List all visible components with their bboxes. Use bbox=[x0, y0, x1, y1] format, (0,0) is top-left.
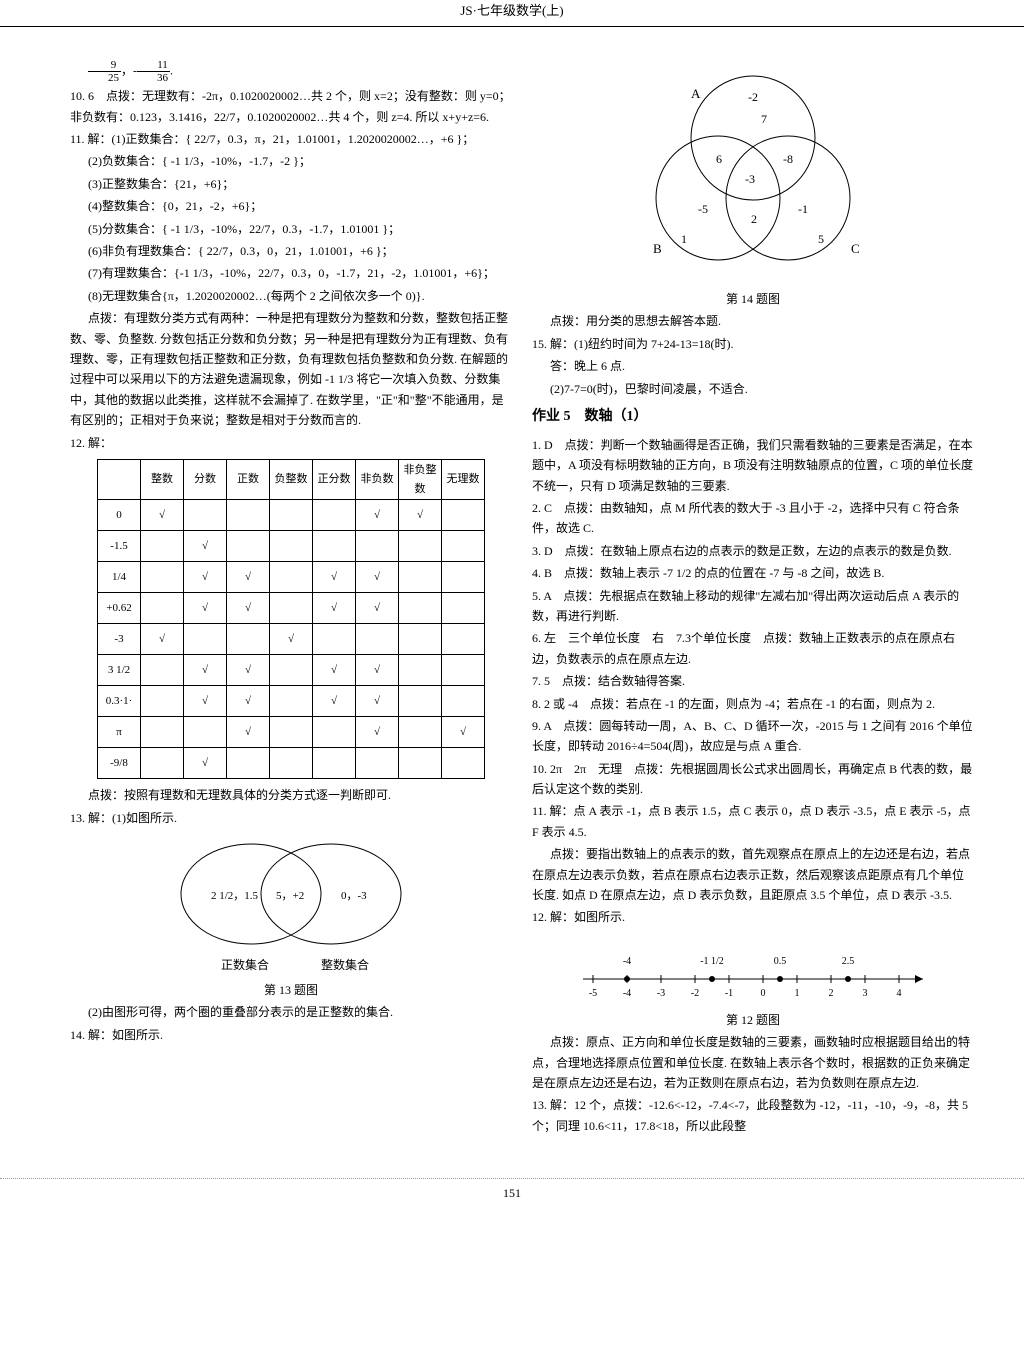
numline-caption: 第 12 题图 bbox=[532, 1010, 974, 1030]
svg-text:-1 1/2: -1 1/2 bbox=[700, 956, 724, 967]
svg-text:-3: -3 bbox=[657, 988, 665, 999]
svg-text:2 1/2，1.5: 2 1/2，1.5 bbox=[211, 890, 259, 902]
svg-text:7: 7 bbox=[761, 112, 767, 126]
svg-text:4: 4 bbox=[897, 988, 902, 999]
svg-text:1: 1 bbox=[795, 988, 800, 999]
q12: 12. 解：如图所示. bbox=[532, 907, 974, 927]
q11b: 点拨：要指出数轴上的点表示的数，首先观察点在原点上的左边还是右边，若点在原点左边… bbox=[532, 844, 974, 905]
answer-11f: (6)非负有理数集合：{ 22/7，0.3，0，21，1.01001，+6 }； bbox=[70, 241, 512, 261]
answer-14: 14. 解：如图所示. bbox=[70, 1025, 512, 1045]
answer-9: 925，-1136. bbox=[70, 59, 512, 84]
q7: 7. 5 点拨：结合数轴得答案. bbox=[532, 671, 974, 691]
q11: 11. 解：点 A 表示 -1，点 B 表示 1.5，点 C 表示 0，点 D … bbox=[532, 801, 974, 842]
q8: 8. 2 或 -4 点拨：若点在 -1 的左面，则点为 -4；若点在 -1 的右… bbox=[532, 694, 974, 714]
answer-11d: (4)整数集合：{0，21，-2，+6}； bbox=[70, 196, 512, 216]
svg-text:-2: -2 bbox=[748, 90, 758, 104]
answer-12: 12. 解： bbox=[70, 433, 512, 453]
svg-text:-4: -4 bbox=[623, 988, 631, 999]
svg-text:6: 6 bbox=[716, 152, 722, 166]
svg-text:2: 2 bbox=[829, 988, 834, 999]
q2: 2. C 点拨：由数轴知，点 M 所代表的数大于 -3 且小于 -2，选择中只有… bbox=[532, 498, 974, 539]
svg-text:C: C bbox=[851, 241, 860, 256]
left-column: 925，-1136. 10. 6 点拨：无理数有：-2π，0.102002000… bbox=[60, 57, 522, 1138]
svg-text:-1: -1 bbox=[725, 988, 733, 999]
answer-11a: 11. 解：(1)正数集合：{ 22/7，0.3，π，21，1.01001，1.… bbox=[70, 129, 512, 149]
svg-text:2.5: 2.5 bbox=[842, 956, 855, 967]
number-line: -5 -4 -3 -2 -1 0 1 2 3 4 -4 -1 1/2 0.5 2.5 bbox=[563, 934, 943, 1004]
answer-10: 10. 6 点拨：无理数有：-2π，0.1020020002…共 2 个，则 x… bbox=[70, 86, 512, 127]
svg-text:5: 5 bbox=[818, 232, 824, 246]
svg-text:-1: -1 bbox=[798, 202, 808, 216]
svg-text:正数集合: 正数集合 bbox=[221, 957, 269, 972]
page-number: 151 bbox=[0, 1178, 1024, 1203]
q4: 4. B 点拨：数轴上表示 -7 1/2 的点的位置在 -7 与 -8 之间，故… bbox=[532, 563, 974, 583]
q1: 1. D 点拨：判断一个数轴画得是否正确，我们只需看数轴的三要素是否满足，在本题… bbox=[532, 435, 974, 496]
svg-text:0: 0 bbox=[761, 988, 766, 999]
svg-text:5，+2: 5，+2 bbox=[276, 890, 304, 902]
q10: 10. 2π 2π 无理 点拨：先根据圆周长公式求出圆周长，再确定点 B 代表的… bbox=[532, 759, 974, 800]
answer-15c: (2)7-7=0(时)，巴黎时间凌晨，不适合. bbox=[532, 379, 974, 399]
svg-text:B: B bbox=[653, 241, 662, 256]
answer-11b: (2)负数集合：{ -1 1/3，-10%，-1.7，-2 }； bbox=[70, 151, 512, 171]
svg-text:-2: -2 bbox=[691, 988, 699, 999]
q5: 5. A 点拨：先根据点在数轴上移动的规律"左减右加"得出两次运动后点 A 表示… bbox=[532, 586, 974, 627]
svg-text:-3: -3 bbox=[745, 172, 755, 186]
q12b: 点拨：原点、正方向和单位长度是数轴的三要素，画数轴时应根据题目给出的特点，合理地… bbox=[532, 1032, 974, 1093]
answer-11i: 点拨：有理数分类方式有两种：一种是把有理数分为整数和分数，整数包括正整数、零、负… bbox=[70, 308, 512, 430]
q6: 6. 左 三个单位长度 右 7.3个单位长度 点拨：数轴上正数表示的点在原点右边… bbox=[532, 628, 974, 669]
note-12b: 点拨：按照有理数和无理数具体的分类方式逐一判断即可. bbox=[70, 785, 512, 805]
svg-text:1: 1 bbox=[681, 232, 687, 246]
answer-15b: 答：晚上 6 点. bbox=[532, 356, 974, 376]
classification-table: 整数分数正数负整数正分数非负数非负整数无理数 0√√√-1.5√1/4√√√√+… bbox=[97, 459, 485, 779]
svg-text:0.5: 0.5 bbox=[774, 956, 787, 967]
svg-text:-5: -5 bbox=[589, 988, 597, 999]
svg-text:-8: -8 bbox=[783, 152, 793, 166]
venn3-diagram: A B C -2 7 6 -8 -3 -5 2 -1 1 5 bbox=[603, 63, 903, 283]
right-column: A B C -2 7 6 -8 -3 -5 2 -1 1 5 第 14 题图 点… bbox=[522, 57, 984, 1138]
q13: 13. 解：12 个，点拨：-12.6<-12，-7.4<-7，此段整数为 -1… bbox=[532, 1095, 974, 1136]
svg-text:整数集合: 整数集合 bbox=[321, 957, 369, 972]
svg-text:2: 2 bbox=[751, 212, 757, 226]
answer-11e: (5)分数集合：{ -1 1/3，-10%，22/7，0.3，-1.7，1.01… bbox=[70, 219, 512, 239]
venn3-caption: 第 14 题图 bbox=[532, 289, 974, 309]
venn3-note: 点拨：用分类的思想去解答本题. bbox=[532, 311, 974, 331]
page-header: JS·七年级数学(上) bbox=[0, 0, 1024, 27]
svg-text:3: 3 bbox=[863, 988, 868, 999]
svg-text:-5: -5 bbox=[698, 202, 708, 216]
answer-15a: 15. 解：(1)纽约时间为 7+24-13=18(时). bbox=[532, 334, 974, 354]
answer-13b: (2)由图形可得，两个圈的重叠部分表示的是正整数的集合. bbox=[70, 1002, 512, 1022]
venn2-caption: 第 13 题图 bbox=[70, 980, 512, 1000]
answer-13: 13. 解：(1)如图所示. bbox=[70, 808, 512, 828]
venn2-diagram: 2 1/2，1.5 5，+2 0，-3 正数集合 整数集合 bbox=[141, 834, 441, 974]
answer-11c: (3)正整数集合：{21，+6}； bbox=[70, 174, 512, 194]
svg-text:A: A bbox=[691, 86, 701, 101]
answer-11h: (8)无理数集合{π，1.2020020002…(每两个 2 之间依次多一个 0… bbox=[70, 286, 512, 306]
homework-5-title: 作业 5 数轴（1） bbox=[532, 405, 974, 429]
q9: 9. A 点拨：圆每转动一周，A、B、C、D 循环一次，-2015 与 1 之间… bbox=[532, 716, 974, 757]
svg-text:0，-3: 0，-3 bbox=[341, 890, 367, 902]
answer-11g: (7)有理数集合：{-1 1/3，-10%，22/7，0.3，0，-1.7，21… bbox=[70, 263, 512, 283]
q3: 3. D 点拨：在数轴上原点右边的点表示的数是正数，左边的点表示的数是负数. bbox=[532, 541, 974, 561]
svg-text:-4: -4 bbox=[623, 956, 631, 967]
